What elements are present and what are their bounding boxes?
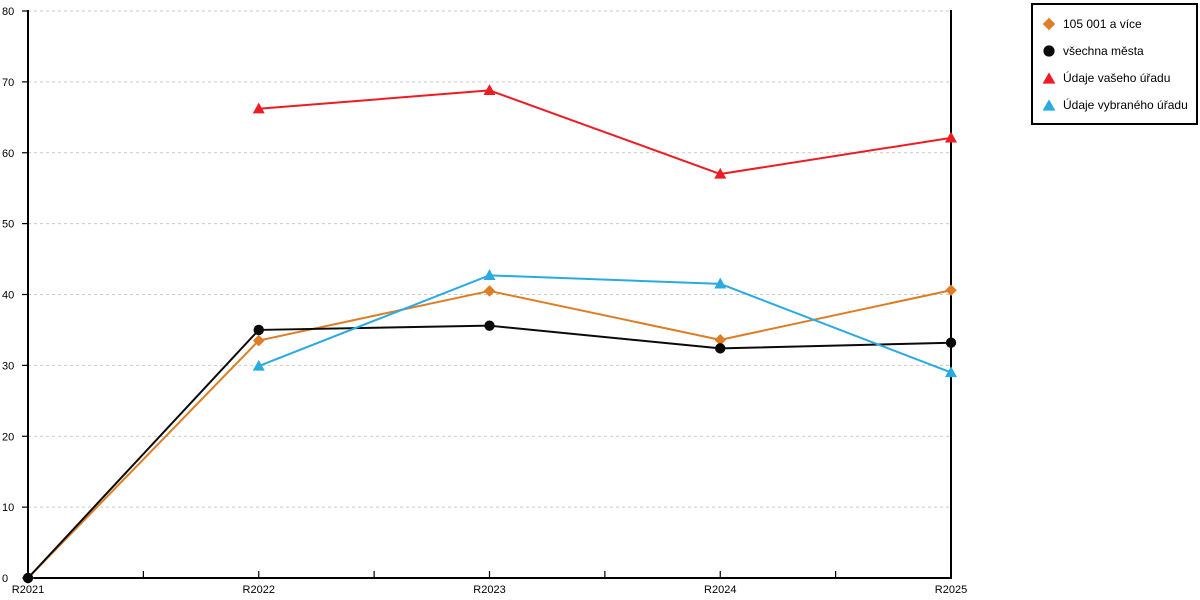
legend: 105 001 a více všechna města Údaje vašeho … (1031, 3, 1198, 125)
legend-item: Údaje vašeho úřadu (1042, 64, 1190, 91)
x-tick-label: R2023 (473, 584, 505, 596)
y-tick-label: 30 (2, 360, 14, 372)
legend-item: všechna města (1042, 37, 1190, 64)
diamond-marker-icon (252, 334, 265, 347)
circle-marker-icon (22, 572, 34, 584)
series-line (27, 324, 952, 579)
triangle-marker-icon (252, 102, 265, 114)
x-tick-label: R2022 (243, 584, 275, 596)
legend-item-label: 105 001 a více (1063, 16, 1142, 31)
series-line (258, 274, 952, 374)
circle-marker-icon (484, 320, 495, 331)
x-tick-label: R2024 (704, 584, 736, 596)
triangle-legend-marker-icon (1042, 71, 1056, 84)
diamond-legend-marker-icon (1042, 17, 1056, 30)
circle-marker-icon (715, 343, 726, 354)
circle-marker-icon (945, 337, 957, 348)
triangle-marker-icon (714, 167, 727, 179)
y-tick-label: 10 (2, 502, 14, 514)
legend-item-label: všechna města (1063, 43, 1144, 58)
triangle-marker-icon (483, 269, 496, 280)
triangle-legend-marker-icon (1042, 98, 1056, 111)
y-tick-label: 80 (2, 6, 14, 18)
x-tick-label: R2025 (935, 584, 967, 596)
triangle-marker-icon (252, 359, 265, 371)
legend-item-label: Údaje vybraného úřadu (1063, 97, 1188, 112)
series-line (258, 89, 952, 176)
x-tick-label: R2021 (12, 584, 44, 596)
diamond-marker-icon (714, 334, 727, 346)
series-line (27, 289, 952, 579)
y-tick-label: 50 (2, 219, 14, 231)
y-tick-label: 0 (2, 573, 8, 585)
triangle-marker-icon (483, 84, 496, 95)
legend-item: Údaje vybraného úřadu (1042, 91, 1190, 118)
y-tick-label: 20 (2, 431, 14, 443)
circle-legend-marker-icon (1043, 44, 1055, 57)
diamond-marker-icon (945, 284, 957, 297)
circle-marker-icon (253, 324, 264, 336)
legend-item: 105 001 a více (1042, 10, 1190, 37)
y-tick-label: 60 (2, 148, 14, 160)
triangle-marker-icon (714, 277, 727, 289)
y-tick-label: 70 (2, 77, 14, 89)
triangle-marker-icon (945, 131, 957, 143)
diamond-marker-icon (483, 285, 496, 297)
y-tick-label: 40 (2, 290, 14, 302)
triangle-marker-icon (945, 366, 957, 378)
legend-item-label: Údaje vašeho úřadu (1063, 70, 1171, 85)
